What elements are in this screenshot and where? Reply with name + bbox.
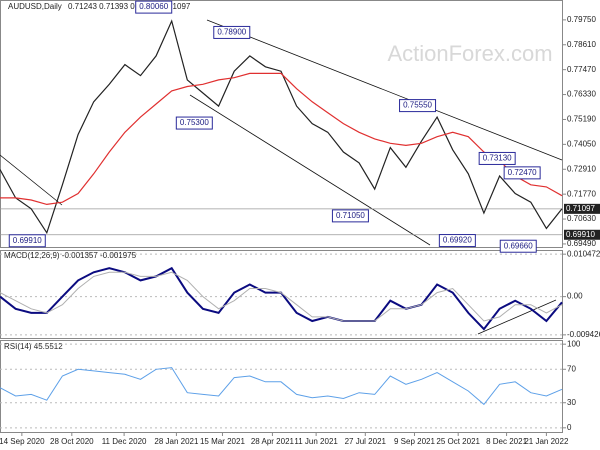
- annotation-label: 0.78900: [217, 28, 246, 37]
- y-tick-label: 100: [567, 339, 581, 348]
- rsi-title: RSI(14) 45.5512: [4, 342, 63, 351]
- series-line: [0, 367, 563, 406]
- reference-label: 0.69910: [566, 230, 595, 239]
- series-line: [0, 19, 563, 235]
- reference-label: 0.71097: [566, 204, 595, 213]
- x-tick-label: 28 Apr 2021: [251, 437, 295, 446]
- annotation-label: 0.73130: [483, 154, 512, 163]
- annotation-box: [399, 99, 437, 113]
- y-tick-label: 0.78610: [567, 40, 596, 49]
- annotation-box: [438, 234, 476, 248]
- series-line: [0, 72, 563, 206]
- x-tick-label: 11 Dec 2020: [102, 437, 147, 446]
- rsi-panel: [0, 340, 563, 433]
- x-tick-label: 8 Dec 2021: [486, 437, 527, 446]
- macd-title: MACD(12,26,9) -0.001357 -0.001975: [4, 251, 137, 260]
- watermark: ActionForex.com: [387, 41, 552, 66]
- y-tick-label: 0.010472: [567, 249, 600, 258]
- reference-label-box: [564, 203, 600, 214]
- y-tick-label: 0.69490: [567, 239, 596, 248]
- annotation-label: 0.69910: [13, 236, 42, 245]
- annotation-label: 0.69920: [443, 236, 472, 245]
- series-line: [0, 271, 563, 322]
- y-tick-label: 0.00: [567, 292, 583, 301]
- annotation-box: [175, 116, 213, 130]
- series-line: [0, 266, 563, 331]
- y-tick-label: 0.71770: [567, 189, 596, 198]
- annotation-label: 0.75550: [403, 101, 432, 110]
- y-tick-label: 0: [567, 423, 572, 432]
- x-tick-label: 21 Jan 2022: [524, 437, 569, 446]
- x-tick-label: 28 Jan 2021: [154, 437, 199, 446]
- y-tick-label: -0.009426: [567, 330, 600, 339]
- trend-line: [477, 299, 557, 335]
- y-tick-label: 0.77470: [567, 65, 596, 74]
- annotation-box: [499, 239, 537, 253]
- trend-line: [206, 19, 563, 161]
- x-tick-label: 9 Sep 2021: [394, 437, 435, 446]
- y-tick-label: 30: [567, 398, 576, 407]
- trend-line: [0, 154, 63, 206]
- annotation-box: [331, 209, 369, 223]
- y-tick-label: 0.75190: [567, 115, 596, 124]
- macd-panel: [0, 250, 563, 339]
- x-tick-label: 14 Sep 2020: [0, 437, 45, 446]
- y-tick-label: 0.79750: [567, 15, 596, 24]
- y-tick-label: 0.70630: [567, 214, 596, 223]
- x-tick-label: 25 Oct 2021: [436, 437, 480, 446]
- x-tick-label: 27 Jul 2021: [345, 437, 387, 446]
- annotation-box: [8, 234, 46, 248]
- trend-line: [189, 94, 431, 246]
- y-tick-label: 70: [567, 364, 576, 373]
- y-tick-label: 0.74050: [567, 139, 596, 148]
- annotation-box: [213, 25, 251, 39]
- trend-lines: [0, 19, 563, 335]
- annotation-label: 0.71050: [336, 211, 365, 220]
- annotation-box: [135, 0, 173, 14]
- reference-label-box: [564, 229, 600, 240]
- annotation-label: 0.69660: [504, 241, 533, 250]
- x-tick-label: 11 Jun 2021: [294, 437, 338, 446]
- annotation-box: [503, 166, 541, 180]
- annotation-label: 0.75300: [180, 118, 209, 127]
- price-subtitle: 0.71243 0.71393 0.71069 0.71097: [68, 2, 191, 11]
- x-tick-label: 15 Mar 2021: [200, 437, 245, 446]
- price-title: AUDUSD,Daily: [8, 2, 62, 11]
- price-panel: [0, 0, 563, 248]
- annotation-label: 0.80060: [139, 2, 168, 11]
- y-tick-label: 0.76330: [567, 90, 596, 99]
- x-tick-label: 28 Oct 2020: [50, 437, 94, 446]
- y-tick-label: 0.72910: [567, 164, 596, 173]
- annotation-label: 0.72470: [508, 168, 537, 177]
- annotation-box: [478, 151, 516, 165]
